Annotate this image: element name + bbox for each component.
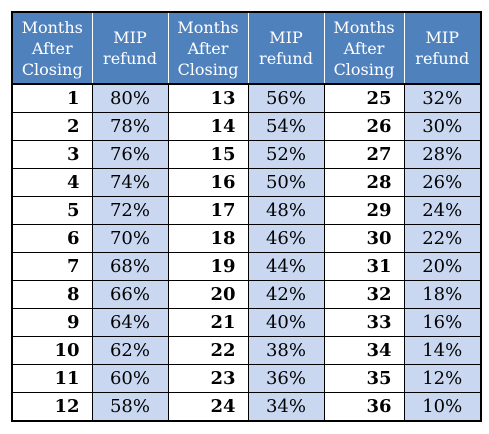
months-cell: 20	[167, 280, 249, 309]
months-cell: 15	[167, 140, 249, 169]
months-cell: 32	[323, 280, 405, 309]
refund-cell: 12%	[403, 364, 482, 393]
refund-cell: 80%	[91, 83, 169, 113]
months-cell: 3	[11, 140, 93, 169]
months-cell: 16	[167, 168, 249, 197]
refund-cell: 32%	[403, 83, 482, 113]
table-row: 12 58% 24 34% 36 10%	[11, 392, 482, 422]
refund-cell: 36%	[247, 364, 325, 393]
refund-cell: 38%	[247, 336, 325, 365]
months-cell: 10	[11, 336, 93, 365]
refund-cell: 30%	[403, 112, 482, 141]
refund-cell: 34%	[247, 392, 325, 422]
refund-cell: 72%	[91, 196, 169, 225]
refund-cell: 46%	[247, 224, 325, 253]
refund-header: MIP refund	[91, 11, 169, 85]
months-cell: 4	[11, 168, 93, 197]
months-cell: 14	[167, 112, 249, 141]
months-cell: 6	[11, 224, 93, 253]
mip-refund-table: Months After Closing MIP refund Months After…	[11, 11, 482, 422]
refund-header: MIP refund	[403, 11, 482, 85]
months-header: Months After Closing	[11, 11, 93, 85]
months-cell: 22	[167, 336, 249, 365]
refund-cell: 64%	[91, 308, 169, 337]
refund-cell: 20%	[403, 252, 482, 281]
refund-cell: 22%	[403, 224, 482, 253]
refund-cell: 26%	[403, 168, 482, 197]
refund-cell: 42%	[247, 280, 325, 309]
table-row: 4 74% 16 50% 28 26%	[11, 168, 482, 197]
months-cell: 18	[167, 224, 249, 253]
refund-cell: 58%	[91, 392, 169, 422]
table-row: 5 72% 17 48% 29 24%	[11, 196, 482, 225]
table-row: 9 64% 21 40% 33 16%	[11, 308, 482, 337]
refund-cell: 56%	[247, 83, 325, 113]
table-body: 1 80% 13 56% 25 32% 2 78% 14 54% 26 30% 3 76% 15 52% 27 2…	[11, 83, 482, 422]
months-cell: 27	[323, 140, 405, 169]
refund-cell: 68%	[91, 252, 169, 281]
months-header: Months After Closing	[167, 11, 249, 85]
refund-cell: 18%	[403, 280, 482, 309]
table-row: 6 70% 18 46% 30 22%	[11, 224, 482, 253]
refund-cell: 28%	[403, 140, 482, 169]
months-cell: 11	[11, 364, 93, 393]
months-cell: 17	[167, 196, 249, 225]
refund-cell: 60%	[91, 364, 169, 393]
refund-cell: 76%	[91, 140, 169, 169]
refund-cell: 14%	[403, 336, 482, 365]
refund-cell: 48%	[247, 196, 325, 225]
months-cell: 9	[11, 308, 93, 337]
refund-cell: 44%	[247, 252, 325, 281]
months-cell: 13	[167, 83, 249, 113]
refund-cell: 52%	[247, 140, 325, 169]
refund-cell: 16%	[403, 308, 482, 337]
months-cell: 2	[11, 112, 93, 141]
refund-cell: 10%	[403, 392, 482, 422]
months-cell: 31	[323, 252, 405, 281]
months-cell: 35	[323, 364, 405, 393]
months-cell: 19	[167, 252, 249, 281]
months-cell: 7	[11, 252, 93, 281]
table-row: 3 76% 15 52% 27 28%	[11, 140, 482, 169]
months-cell: 5	[11, 196, 93, 225]
months-cell: 12	[11, 392, 93, 422]
refund-cell: 74%	[91, 168, 169, 197]
table-row: 2 78% 14 54% 26 30%	[11, 112, 482, 141]
months-cell: 33	[323, 308, 405, 337]
refund-cell: 54%	[247, 112, 325, 141]
refund-header: MIP refund	[247, 11, 325, 85]
months-cell: 34	[323, 336, 405, 365]
months-cell: 1	[11, 83, 93, 113]
months-cell: 8	[11, 280, 93, 309]
months-cell: 23	[167, 364, 249, 393]
header-row: Months After Closing MIP refund Months After…	[11, 11, 482, 85]
table-row: 11 60% 23 36% 35 12%	[11, 364, 482, 393]
refund-cell: 24%	[403, 196, 482, 225]
refund-cell: 50%	[247, 168, 325, 197]
table-row: 8 66% 20 42% 32 18%	[11, 280, 482, 309]
table-row: 1 80% 13 56% 25 32%	[11, 83, 482, 113]
months-cell: 26	[323, 112, 405, 141]
months-header: Months After Closing	[323, 11, 405, 85]
months-cell: 25	[323, 83, 405, 113]
months-cell: 30	[323, 224, 405, 253]
table-row: 7 68% 19 44% 31 20%	[11, 252, 482, 281]
months-cell: 36	[323, 392, 405, 422]
months-cell: 24	[167, 392, 249, 422]
table-row: 10 62% 22 38% 34 14%	[11, 336, 482, 365]
refund-cell: 62%	[91, 336, 169, 365]
refund-cell: 78%	[91, 112, 169, 141]
refund-cell: 40%	[247, 308, 325, 337]
months-cell: 29	[323, 196, 405, 225]
months-cell: 21	[167, 308, 249, 337]
refund-cell: 66%	[91, 280, 169, 309]
months-cell: 28	[323, 168, 405, 197]
refund-cell: 70%	[91, 224, 169, 253]
